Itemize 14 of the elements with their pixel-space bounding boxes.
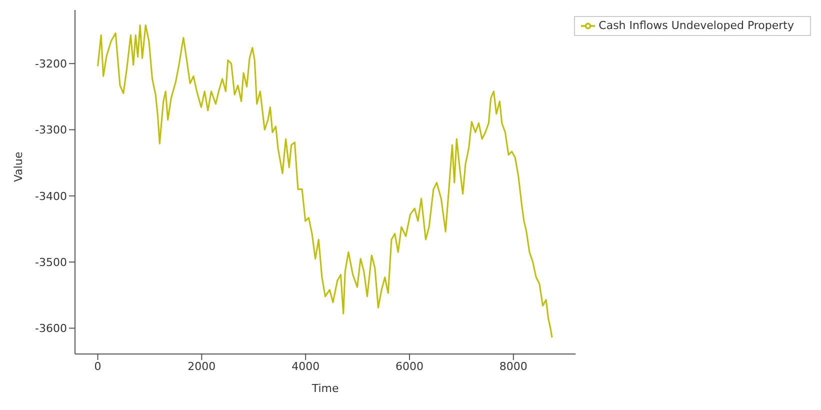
y-tick-label: -3400 [35,190,67,203]
y-tick-label: -3500 [35,256,67,269]
x-tick-label: 2000 [188,360,216,373]
x-tick-label: 8000 [499,360,528,373]
y-tick-label: -3600 [35,322,67,336]
y-tick-label: -3200 [35,57,67,70]
x-tick-label: 4000 [292,360,320,373]
y-axis-title: Value [12,152,25,182]
legend-label: Cash Inflows Undeveloped Property [598,19,794,32]
y-tick-label: -3300 [35,124,67,137]
line-series [97,24,553,338]
x-tick-label: 6000 [396,360,424,373]
x-tick-label: 0 [94,360,102,373]
x-axis-title: Time [310,382,340,395]
